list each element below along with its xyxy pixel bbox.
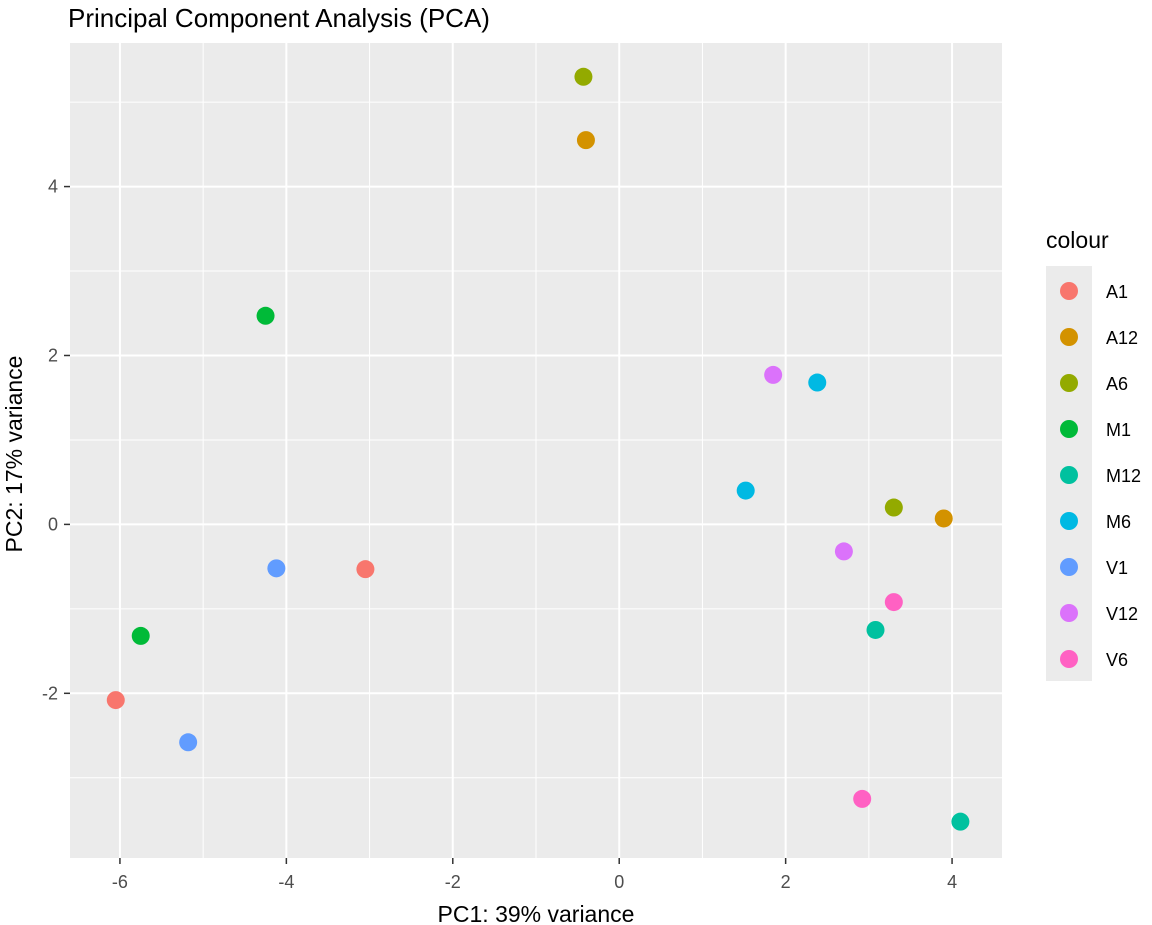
y-tick-label: 4 bbox=[48, 177, 58, 197]
y-tick-label: 0 bbox=[48, 514, 58, 534]
y-tick-label: 2 bbox=[48, 345, 58, 365]
x-axis-title: PC1: 39% variance bbox=[438, 901, 635, 925]
data-point-v6 bbox=[853, 789, 872, 808]
y-tick-label: -2 bbox=[42, 683, 58, 703]
data-point-a6 bbox=[884, 498, 903, 517]
y-axis-ticks: -2 0 2 4 bbox=[42, 177, 70, 703]
data-point-v1 bbox=[267, 559, 286, 578]
legend-key-m1 bbox=[1060, 420, 1078, 438]
data-point-m6 bbox=[808, 373, 827, 392]
x-tick-label: 4 bbox=[947, 872, 957, 892]
x-tick-label: 0 bbox=[614, 872, 624, 892]
data-point-m1 bbox=[131, 626, 150, 645]
legend-label-a12: A12 bbox=[1106, 328, 1138, 348]
data-point-a6 bbox=[574, 67, 593, 86]
legend-key-a12 bbox=[1060, 328, 1078, 346]
legend-label-m12: M12 bbox=[1106, 466, 1141, 486]
legend-label-m1: M1 bbox=[1106, 420, 1131, 440]
legend-key-a6 bbox=[1060, 374, 1078, 392]
y-axis-title: PC2: 17% variance bbox=[1, 356, 27, 553]
legend-key-v6 bbox=[1060, 650, 1078, 668]
data-point-m1 bbox=[256, 306, 275, 325]
x-axis-ticks: -6 -4 -2 0 2 4 bbox=[112, 858, 957, 892]
x-tick-label: -6 bbox=[112, 872, 128, 892]
legend-key-m12 bbox=[1060, 466, 1078, 484]
legend-label-v6: V6 bbox=[1106, 650, 1128, 670]
legend-key-v1 bbox=[1060, 558, 1078, 576]
x-tick-label: -2 bbox=[445, 872, 461, 892]
data-point-a1 bbox=[356, 560, 375, 579]
legend-key-m6 bbox=[1060, 512, 1078, 530]
x-tick-label: 2 bbox=[781, 872, 791, 892]
data-point-v12 bbox=[764, 365, 783, 384]
data-point-m12 bbox=[866, 620, 885, 639]
gridlines bbox=[70, 43, 1002, 858]
legend-label-v1: V1 bbox=[1106, 558, 1128, 578]
data-point-a12 bbox=[934, 509, 953, 528]
x-tick-label: -4 bbox=[278, 872, 294, 892]
legend-title: colour bbox=[1046, 227, 1109, 253]
data-point-v1 bbox=[179, 733, 198, 752]
legend-label-a6: A6 bbox=[1106, 374, 1128, 394]
legend-items: A1 A12 A6 M1 M12 M6 V1 V12 V6 bbox=[1060, 282, 1141, 670]
data-point-v12 bbox=[834, 542, 853, 561]
legend: colour A1 A12 A6 M1 M12 M6 V1 V12 V6 bbox=[1046, 227, 1141, 681]
data-point-m12 bbox=[951, 812, 970, 831]
legend-label-v12: V12 bbox=[1106, 604, 1138, 624]
data-point-m6 bbox=[736, 481, 755, 500]
legend-key-v12 bbox=[1060, 604, 1078, 622]
chart-title: Principal Component Analysis (PCA) bbox=[68, 3, 490, 33]
data-point-v6 bbox=[884, 593, 903, 612]
legend-key-a1 bbox=[1060, 282, 1078, 300]
data-point-a12 bbox=[576, 131, 595, 150]
data-points bbox=[106, 67, 970, 831]
data-point-a1 bbox=[106, 691, 125, 710]
legend-label-m6: M6 bbox=[1106, 512, 1131, 532]
legend-label-a1: A1 bbox=[1106, 282, 1128, 302]
